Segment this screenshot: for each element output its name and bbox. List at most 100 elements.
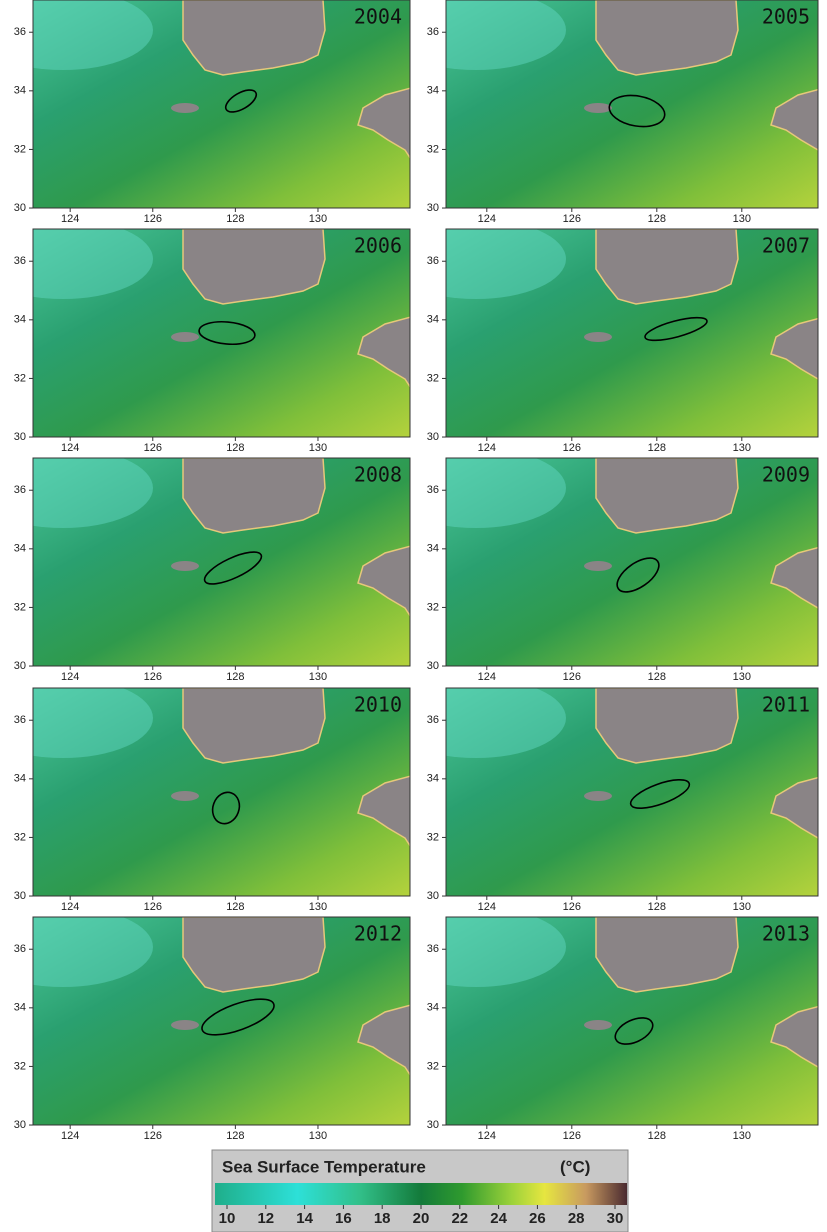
x-tick-label: 124 <box>478 671 496 683</box>
colorbar-tick-label: 18 <box>374 1210 391 1227</box>
x-tick-label: 126 <box>563 901 581 913</box>
x-tick-label: 130 <box>309 442 327 454</box>
x-tick-label: 126 <box>144 442 162 454</box>
x-tick-label: 124 <box>478 442 496 454</box>
colorbar-title: Sea Surface Temperature <box>222 1157 426 1176</box>
map <box>446 458 818 666</box>
y-tick-label: 30 <box>14 1119 26 1131</box>
x-tick-label: 124 <box>61 213 79 225</box>
map <box>446 229 818 437</box>
kyushu <box>770 546 818 610</box>
y-tick-label: 30 <box>427 431 439 443</box>
korea <box>595 458 739 534</box>
year-label: 2013 <box>762 922 810 946</box>
y-tick-label: 32 <box>427 601 439 613</box>
y-tick-label: 32 <box>427 372 439 384</box>
x-tick-label: 124 <box>61 442 79 454</box>
korea <box>182 688 326 764</box>
x-tick-label: 128 <box>648 901 666 913</box>
colorbar: Sea Surface Temperature (°C) <box>211 1149 629 1232</box>
y-tick-label: 32 <box>14 1060 26 1072</box>
y-tick-label: 30 <box>14 431 26 443</box>
year-label: 2012 <box>354 922 402 946</box>
kyushu <box>357 775 410 848</box>
cool-water <box>446 0 566 70</box>
map-panel: 2011 30 32 34 36 124 126 128 130 <box>427 687 819 913</box>
map-border <box>445 916 819 1126</box>
map <box>33 229 410 437</box>
y-tick-label: 30 <box>427 202 439 214</box>
y-tick-label: 32 <box>427 143 439 155</box>
map-panel: 2004 30 32 34 36 124 126 128 130 <box>14 0 411 225</box>
korea <box>182 0 326 76</box>
year-label: 2009 <box>762 463 810 487</box>
y-tick-label: 36 <box>14 255 26 267</box>
map <box>33 688 410 896</box>
x-tick-label: 128 <box>226 1130 244 1142</box>
map-panel: 2010 30 32 34 36 124 126 128 130 <box>14 687 411 913</box>
x-tick-label: 124 <box>478 901 496 913</box>
map-border <box>32 228 411 438</box>
y-tick-label: 32 <box>14 601 26 613</box>
colorbar-tick-label: 22 <box>451 1210 468 1227</box>
y-tick-label: 30 <box>14 202 26 214</box>
year-label: 2008 <box>354 463 402 487</box>
x-tick-label: 124 <box>61 1130 79 1142</box>
x-tick-label: 126 <box>144 671 162 683</box>
cool-water <box>33 458 153 528</box>
korea <box>595 917 739 993</box>
colorbar-tick-label: 14 <box>296 1210 313 1227</box>
map <box>446 688 818 896</box>
x-tick-label: 130 <box>309 901 327 913</box>
x-tick-label: 124 <box>478 1130 496 1142</box>
region-ellipse <box>616 557 660 593</box>
x-tick-label: 128 <box>648 442 666 454</box>
cool-water <box>33 229 153 299</box>
y-tick-label: 32 <box>14 143 26 155</box>
map-panel: 2012 30 32 34 36 124 126 128 130 <box>14 916 411 1142</box>
colorbar-tick-label: 12 <box>257 1210 274 1227</box>
y-tick-label: 34 <box>427 1002 439 1014</box>
korea <box>595 229 739 305</box>
x-tick-label: 126 <box>563 1130 581 1142</box>
map-border <box>32 687 411 897</box>
colorbar-tick-label: 30 <box>607 1210 624 1227</box>
y-tick-label: 32 <box>427 831 439 843</box>
x-tick-label: 130 <box>733 442 751 454</box>
x-tick-label: 128 <box>226 442 244 454</box>
region-ellipse <box>629 779 691 809</box>
jeju <box>171 1020 199 1030</box>
map <box>446 917 818 1125</box>
x-tick-label: 128 <box>226 671 244 683</box>
map <box>33 458 410 666</box>
jeju <box>171 561 199 571</box>
korea <box>182 458 326 534</box>
colorbar-tick-label: 26 <box>529 1210 546 1227</box>
year-label: 2007 <box>762 234 810 258</box>
region-ellipse <box>198 320 256 346</box>
colorbar-tick-label: 16 <box>335 1210 352 1227</box>
x-tick-label: 124 <box>61 901 79 913</box>
x-tick-label: 124 <box>61 671 79 683</box>
map-border <box>445 228 819 438</box>
colorbar-tick-label: 20 <box>413 1210 430 1227</box>
kyushu <box>770 88 818 152</box>
jeju <box>584 1020 612 1030</box>
y-tick-label: 36 <box>427 943 439 955</box>
jeju <box>584 791 612 801</box>
colorbar-tick-label: 10 <box>219 1210 236 1227</box>
map-border <box>32 916 411 1126</box>
map-panel: 2013 30 32 34 36 124 126 128 130 <box>427 916 819 1142</box>
colorbar-tick-label: 24 <box>490 1210 507 1227</box>
y-tick-label: 30 <box>14 890 26 902</box>
cool-water <box>446 917 566 987</box>
cool-water <box>33 0 153 70</box>
y-tick-label: 32 <box>14 372 26 384</box>
jeju <box>584 103 612 113</box>
cool-water <box>33 688 153 758</box>
year-label: 2011 <box>762 693 810 717</box>
x-tick-label: 126 <box>563 671 581 683</box>
y-tick-label: 36 <box>427 255 439 267</box>
y-tick-label: 30 <box>14 660 26 672</box>
